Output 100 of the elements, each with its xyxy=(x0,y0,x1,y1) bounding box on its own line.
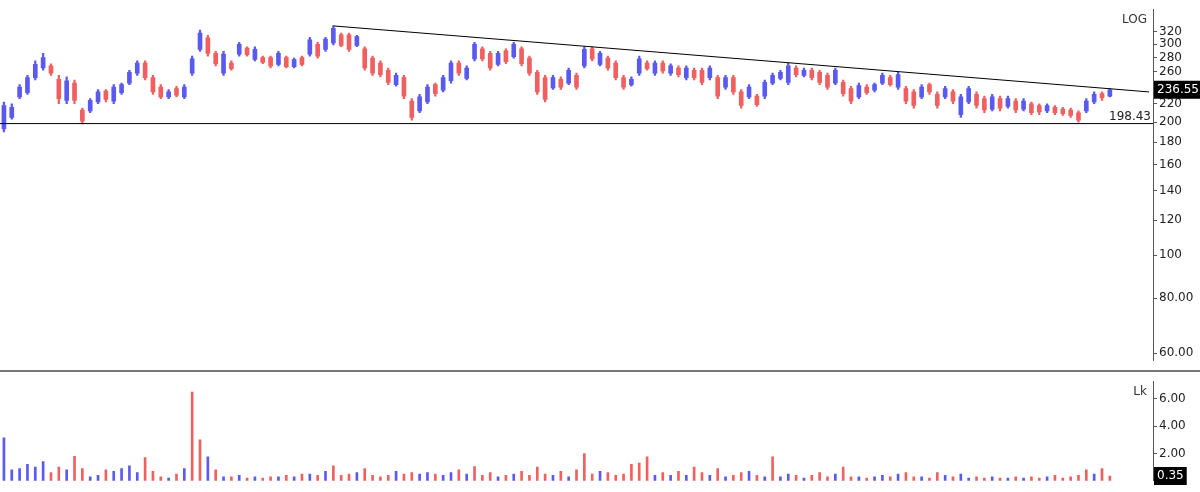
bar xyxy=(575,469,578,481)
ref-line-label: 198.43 xyxy=(1109,108,1151,123)
bar xyxy=(677,470,680,481)
bar xyxy=(881,475,884,481)
bar xyxy=(1077,475,1080,481)
bar xyxy=(379,476,382,481)
y-tick-label: 100 xyxy=(1159,247,1182,262)
bar xyxy=(614,475,618,481)
bar xyxy=(567,476,570,481)
bar xyxy=(120,468,123,481)
text: 236.55 xyxy=(1157,81,1199,96)
bar xyxy=(433,473,437,481)
bar xyxy=(1014,476,1018,481)
bar xyxy=(175,473,178,481)
bar xyxy=(834,473,837,481)
bar xyxy=(810,475,814,481)
bar xyxy=(88,476,92,481)
bar xyxy=(418,473,421,481)
bar xyxy=(182,468,186,481)
bar xyxy=(386,475,390,481)
bar xyxy=(81,468,84,481)
bar xyxy=(622,473,625,481)
bar xyxy=(135,472,139,481)
bar xyxy=(590,473,594,481)
y-tick-label: 220 xyxy=(1159,95,1182,110)
bar xyxy=(661,472,665,481)
bar xyxy=(33,466,37,481)
bar xyxy=(1092,473,1096,481)
bar xyxy=(559,470,563,481)
bar xyxy=(990,476,994,481)
bar xyxy=(637,462,641,481)
bar xyxy=(308,473,312,481)
bar xyxy=(57,466,61,481)
bar xyxy=(26,464,29,481)
bar xyxy=(65,469,68,481)
bar xyxy=(716,468,720,481)
bar xyxy=(465,473,469,481)
bar xyxy=(873,476,876,481)
bar xyxy=(826,476,829,481)
bar xyxy=(1030,476,1033,481)
bar xyxy=(1069,476,1072,481)
bar xyxy=(669,475,672,481)
bar xyxy=(888,476,892,481)
bar xyxy=(230,476,233,481)
y-tick-label: 6.00 xyxy=(1159,391,1186,406)
bar xyxy=(528,475,531,481)
bar xyxy=(975,476,978,481)
bar xyxy=(410,472,414,481)
bar xyxy=(724,476,727,481)
bar xyxy=(159,476,163,481)
bar xyxy=(771,456,774,481)
y-tick-label: 300 xyxy=(1159,36,1182,51)
bar xyxy=(841,466,845,481)
y-tick-label: 260 xyxy=(1159,63,1182,78)
bar xyxy=(512,473,516,481)
bar xyxy=(732,475,735,481)
annotation: LOG xyxy=(1121,12,1147,27)
bar xyxy=(535,466,539,481)
bar xyxy=(10,469,14,481)
bar xyxy=(1085,469,1088,481)
bar xyxy=(935,472,939,481)
bar xyxy=(426,472,429,481)
bar xyxy=(128,465,131,481)
bar xyxy=(214,469,218,481)
bar xyxy=(520,470,523,481)
bar xyxy=(284,475,288,481)
y-tick-label: 280 xyxy=(1159,49,1182,64)
bar xyxy=(339,475,343,481)
annotation: Lk xyxy=(1133,384,1148,399)
y-tick-label: 80.00 xyxy=(1159,290,1194,305)
bar xyxy=(363,468,367,481)
bar xyxy=(332,465,335,481)
bar xyxy=(277,476,280,481)
bar xyxy=(818,472,821,481)
bar xyxy=(481,475,484,481)
bar xyxy=(630,464,633,481)
y-tick-label: 4.00 xyxy=(1159,418,1186,433)
bar xyxy=(237,475,241,481)
bar xyxy=(316,475,319,481)
y-tick-label: 140 xyxy=(1159,182,1182,197)
bar xyxy=(18,468,21,481)
bar xyxy=(488,472,492,481)
bar xyxy=(222,476,225,481)
y-tick-label: 60.00 xyxy=(1159,345,1194,360)
bar xyxy=(269,476,272,481)
bar xyxy=(112,470,116,481)
bar xyxy=(324,470,327,481)
y-tick-label: 2.00 xyxy=(1159,445,1186,460)
bar xyxy=(920,476,923,481)
bar xyxy=(583,453,586,481)
y-tick-label: 320 xyxy=(1159,23,1182,38)
bar xyxy=(473,466,476,481)
bar xyxy=(763,476,767,481)
bar xyxy=(912,476,916,481)
bar xyxy=(739,472,743,481)
y-tick-label: 120 xyxy=(1159,212,1182,227)
bar xyxy=(779,476,782,481)
y-tick-label: 200 xyxy=(1159,114,1182,129)
bar xyxy=(73,455,76,481)
bar xyxy=(371,475,374,481)
